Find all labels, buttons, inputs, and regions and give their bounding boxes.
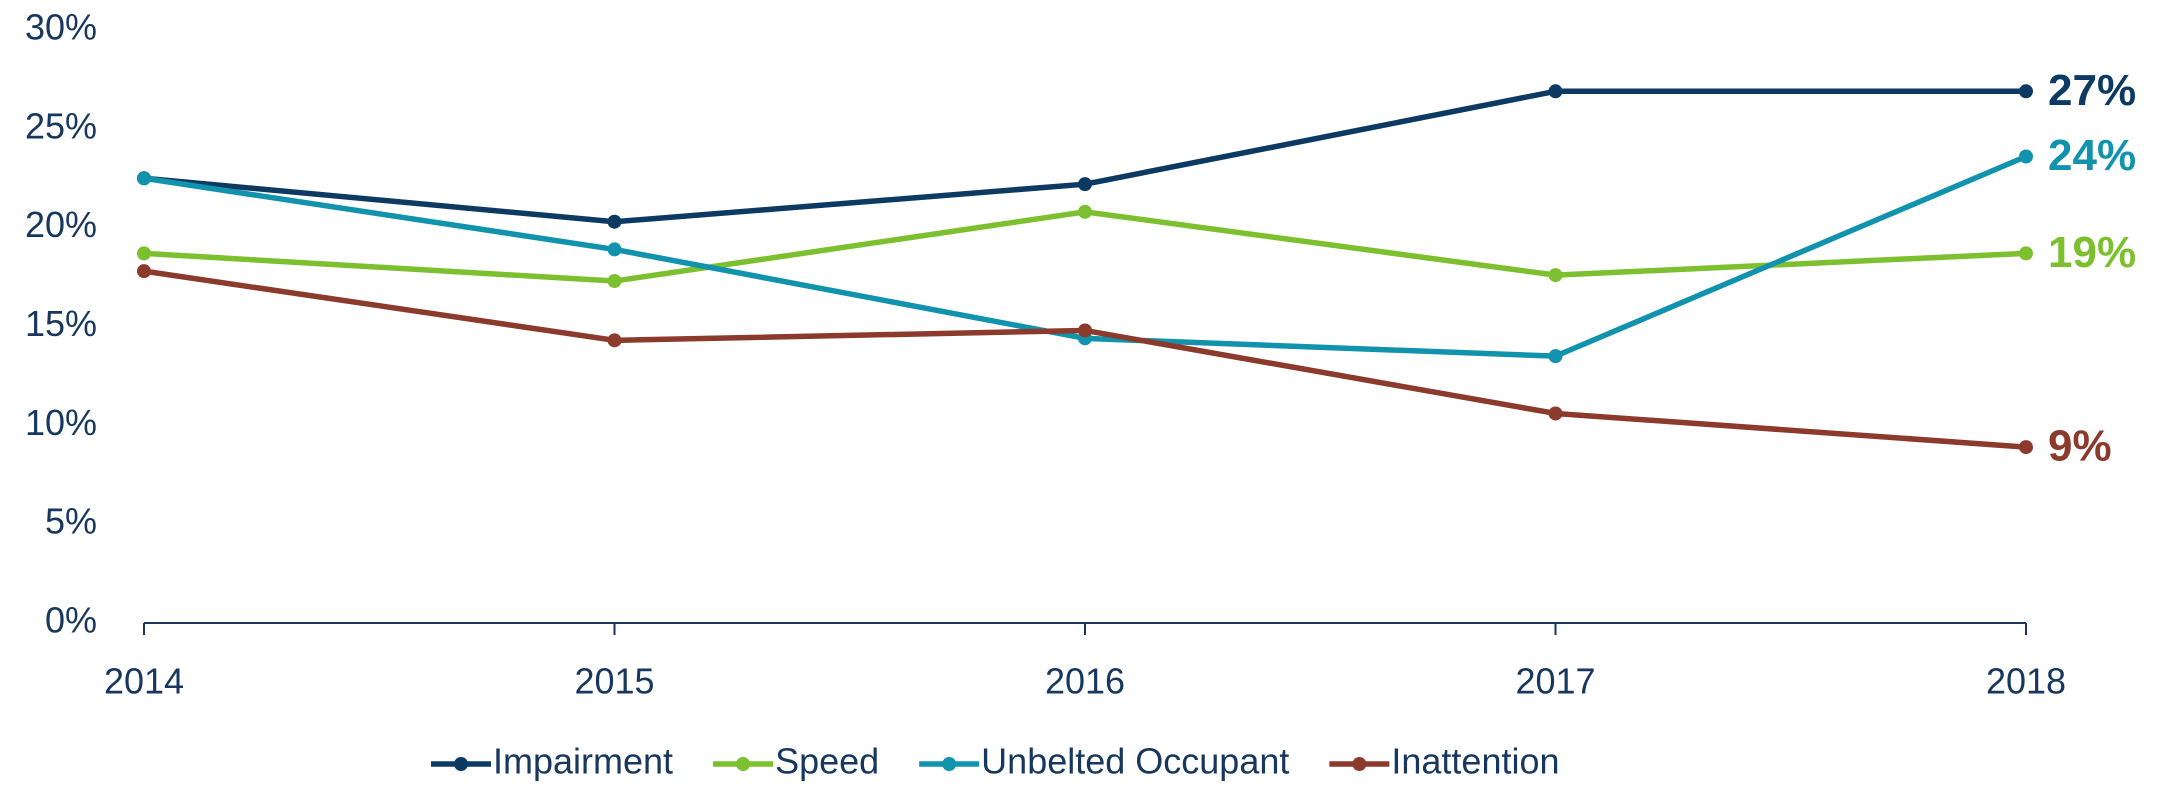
x-tick-label: 2014: [104, 661, 184, 702]
data-point: [1548, 84, 1563, 99]
value-label: 27%: [2048, 66, 2136, 115]
legend-swatch-dot: [736, 757, 751, 771]
legend-swatch-dot: [454, 757, 468, 771]
y-tick-label: 0%: [45, 600, 97, 641]
y-tick-label: 20%: [25, 204, 97, 245]
y-tick-label: 30%: [25, 7, 97, 48]
data-point: [1548, 406, 1563, 421]
data-point: [137, 246, 151, 261]
data-point: [1078, 204, 1092, 219]
data-point: [607, 274, 622, 289]
y-tick-label: 5%: [45, 501, 97, 542]
legend-label: Inattention: [1391, 741, 1559, 782]
data-point: [2019, 84, 2033, 99]
data-point: [607, 333, 622, 348]
data-point: [2019, 149, 2033, 164]
legend-label: Speed: [775, 741, 879, 782]
legend-label: Impairment: [493, 741, 673, 782]
x-tick-label: 2017: [1515, 661, 1595, 702]
data-point: [1548, 268, 1563, 283]
value-label: 24%: [2048, 131, 2136, 180]
y-tick-label: 25%: [25, 105, 97, 146]
x-tick-label: 2016: [1045, 661, 1125, 702]
data-point: [2019, 246, 2033, 261]
data-point: [1548, 349, 1563, 364]
legend-swatch-dot: [1352, 757, 1367, 771]
value-label: 19%: [2048, 228, 2136, 277]
legend-label: Unbelted Occupant: [981, 741, 1289, 782]
series-line: [143, 88, 2026, 225]
series-line: [143, 268, 2027, 450]
legend-swatch-dot: [942, 757, 957, 771]
value-label: 9%: [2048, 422, 2112, 471]
data-point: [1078, 177, 1092, 192]
x-tick-label: 2015: [574, 661, 654, 702]
x-tick-label: 2018: [1986, 661, 2066, 702]
data-point: [607, 214, 622, 229]
data-point: [607, 242, 622, 257]
data-point: [2019, 440, 2033, 455]
data-point: [137, 264, 151, 279]
data-point: [137, 171, 151, 186]
y-tick-label: 10%: [25, 402, 97, 443]
y-tick-label: 15%: [25, 303, 97, 344]
data-point: [1078, 323, 1092, 338]
